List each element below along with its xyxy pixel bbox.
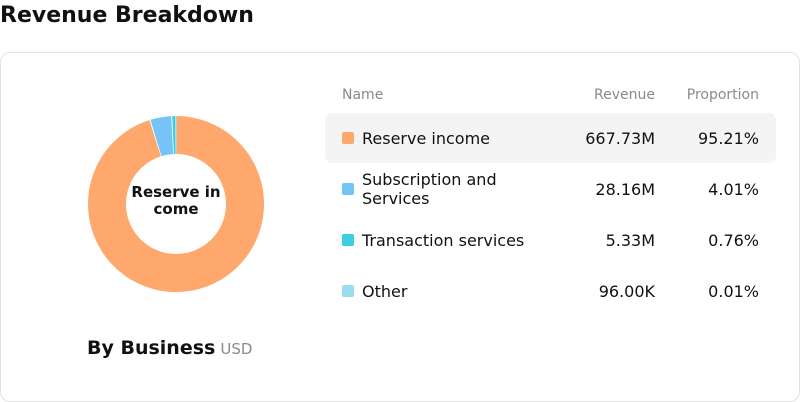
legend-swatch: [342, 183, 354, 195]
table-row-transaction-services[interactable]: Transaction services 5.33M 0.76%: [325, 215, 776, 265]
legend-swatch: [342, 234, 354, 246]
row-revenue: 96.00K: [598, 281, 655, 301]
table-row-other[interactable]: Other 96.00K 0.01%: [325, 266, 776, 316]
chart-subtitle: By Business USD: [87, 337, 252, 359]
row-revenue: 5.33M: [605, 230, 655, 250]
row-name: Subscription and Services: [362, 170, 497, 208]
row-name: Transaction services: [362, 230, 525, 250]
donut-slice-other[interactable]: [175, 116, 177, 155]
donut-center-label: Reserve in come: [131, 183, 221, 218]
table-header: Name Revenue Proportion: [325, 83, 776, 113]
row-name: Other: [362, 281, 408, 301]
header-name: Name: [342, 87, 384, 103]
donut-slice-subscription-and-services[interactable]: [150, 116, 174, 157]
revenue-card: Reserve in come By Business USD Name Reve…: [0, 52, 800, 402]
currency-unit: USD: [220, 340, 253, 358]
header-revenue: Revenue: [594, 87, 655, 103]
row-proportion: 4.01%: [708, 179, 759, 199]
table-row-reserve-income[interactable]: Reserve income 667.73M 95.21%: [325, 113, 776, 163]
donut-slice-transaction-services[interactable]: [172, 116, 176, 155]
page-title: Revenue Breakdown: [0, 3, 254, 28]
revenue-table: Name Revenue Proportion Reserve income 6…: [325, 83, 776, 317]
donut-slice-reserve-income[interactable]: [88, 116, 264, 292]
donut-chart: Reserve in come: [87, 115, 265, 293]
row-name: Reserve income: [362, 128, 490, 148]
row-proportion: 0.76%: [708, 230, 759, 250]
table-row-subscription-services[interactable]: Subscription and Services 28.16M 4.01%: [325, 164, 776, 214]
row-revenue: 28.16M: [595, 179, 655, 199]
legend-swatch: [342, 132, 354, 144]
donut-chart-svg: [88, 116, 264, 292]
header-proportion: Proportion: [686, 87, 759, 103]
row-proportion: 95.21%: [697, 128, 759, 148]
row-proportion: 0.01%: [708, 281, 759, 301]
row-revenue: 667.73M: [585, 128, 655, 148]
by-business-title: By Business: [87, 337, 216, 359]
legend-swatch: [342, 285, 354, 297]
